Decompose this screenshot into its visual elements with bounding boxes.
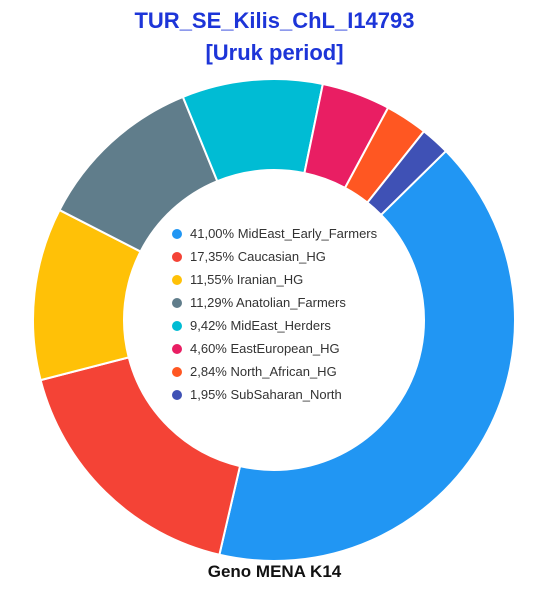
chart-title-line2: [Uruk period]: [205, 40, 344, 65]
legend-marker: [172, 320, 182, 331]
legend-label: 9,42% MidEast_Herders: [190, 318, 331, 333]
chart-footer: Geno MENA K14: [207, 562, 342, 581]
legend-marker: [172, 389, 182, 400]
legend-label: 2,84% North_African_HG: [190, 364, 337, 379]
legend-label: 41,00% MidEast_Early_Farmers: [190, 226, 378, 241]
legend-item: 11,29% Anatolian_Farmers: [172, 291, 377, 314]
legend-marker: [172, 274, 182, 285]
legend-label: 17,35% Caucasian_HG: [190, 249, 326, 264]
legend-item: 17,35% Caucasian_HG: [172, 245, 377, 268]
legend-label: 11,55% Iranian_HG: [190, 272, 304, 287]
legend-item: 1,95% SubSaharan_North: [172, 383, 377, 406]
legend-item: 9,42% MidEast_Herders: [172, 314, 377, 337]
legend-marker: [172, 228, 182, 239]
chart-title-line1: TUR_SE_Kilis_ChL_I14793: [134, 8, 415, 33]
legend-marker: [172, 366, 182, 377]
legend-label: 11,29% Anatolian_Farmers: [190, 295, 346, 310]
slice-mideast-early-farmers: [218, 149, 516, 562]
legend-marker: [172, 297, 182, 308]
legend-marker: [172, 251, 182, 262]
legend-label: 4,60% EastEuropean_HG: [190, 341, 340, 356]
legend-item: 11,55% Iranian_HG: [172, 268, 377, 291]
legend: 41,00% MidEast_Early_Farmers 17,35% Cauca…: [172, 222, 377, 406]
slice-subsaharan-north: [365, 129, 448, 217]
legend-marker: [172, 343, 182, 354]
legend-item: 41,00% MidEast_Early_Farmers: [172, 222, 377, 245]
legend-item: 4,60% EastEuropean_HG: [172, 337, 377, 360]
legend-item: 2,84% North_African_HG: [172, 360, 377, 383]
legend-label: 1,95% SubSaharan_North: [190, 387, 342, 402]
